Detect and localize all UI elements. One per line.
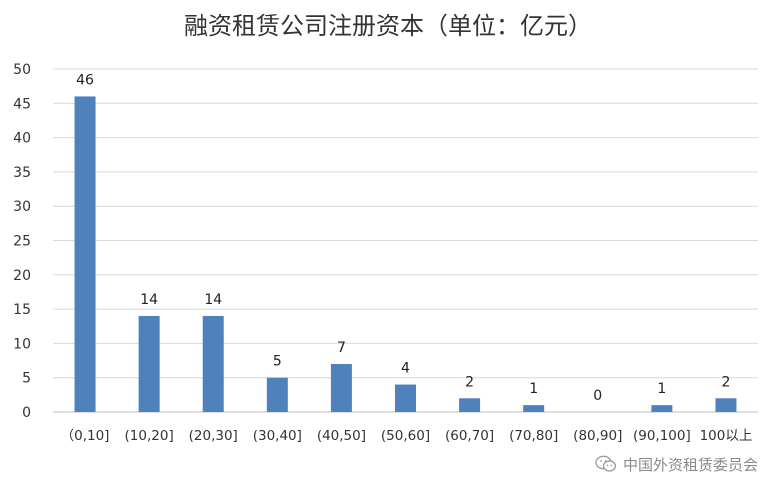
x-tick-label: (40,50] xyxy=(317,428,366,444)
x-tick-label: (80,90] xyxy=(573,428,622,444)
y-tick-label: 0 xyxy=(22,405,31,421)
bar xyxy=(138,315,160,412)
data-label: 46 xyxy=(76,72,94,88)
source-watermark: 中国外资租赁委员会 xyxy=(595,451,758,477)
wechat-icon xyxy=(595,455,617,473)
y-tick-label: 50 xyxy=(13,62,31,78)
y-tick-label: 25 xyxy=(13,234,31,250)
data-label: 1 xyxy=(529,381,538,397)
x-tick-label: 100以上 xyxy=(700,428,753,444)
x-tick-label: (70,80] xyxy=(509,428,558,444)
y-tick-label: 45 xyxy=(13,96,31,112)
x-tick-label: (50,60] xyxy=(381,428,430,444)
gridlines xyxy=(53,68,758,413)
bar xyxy=(395,384,416,412)
y-tick-label: 40 xyxy=(13,131,31,147)
watermark-text: 中国外资租赁委员会 xyxy=(622,455,758,474)
bar xyxy=(523,405,545,412)
bar xyxy=(202,315,224,412)
bar xyxy=(330,363,352,412)
data-labels: 46 14 14 5 7 4 2 1 0 1 2 xyxy=(76,72,730,404)
x-tick-label: (20,30] xyxy=(189,428,238,444)
y-tick-label: 5 xyxy=(22,371,31,387)
data-label: 14 xyxy=(140,292,158,308)
data-label: 5 xyxy=(273,354,282,370)
data-label: 0 xyxy=(593,388,602,404)
y-tick-label: 35 xyxy=(13,165,31,181)
x-tick-label: （0,10] xyxy=(61,428,110,444)
bar xyxy=(459,398,481,412)
x-axis-ticks: （0,10] (10,20] (20,30] (30,40] (40,50] (50,60… xyxy=(61,428,753,444)
bar xyxy=(266,377,288,412)
x-tick-label: (60,70] xyxy=(445,428,494,444)
y-tick-label: 15 xyxy=(13,302,31,318)
x-tick-label: (30,40] xyxy=(253,428,302,444)
y-tick-label: 10 xyxy=(13,336,31,352)
data-label: 2 xyxy=(721,374,730,390)
bars xyxy=(74,96,737,412)
y-tick-label: 30 xyxy=(13,199,31,215)
x-tick-label: (90,100] xyxy=(633,428,691,444)
bar xyxy=(74,96,96,412)
bar xyxy=(715,398,737,412)
y-axis-ticks: 0 5 10 15 20 25 30 35 40 45 50 xyxy=(13,62,31,421)
data-label: 7 xyxy=(337,340,346,356)
chart-title: 融资租赁公司注册资本（单位：亿元） xyxy=(184,12,592,40)
y-tick-label: 20 xyxy=(13,268,31,284)
data-label: 1 xyxy=(657,381,666,397)
data-label: 14 xyxy=(204,292,222,308)
data-label: 4 xyxy=(401,361,410,377)
data-label: 2 xyxy=(465,374,474,390)
x-tick-label: (10,20] xyxy=(125,428,174,444)
bar xyxy=(651,405,673,412)
